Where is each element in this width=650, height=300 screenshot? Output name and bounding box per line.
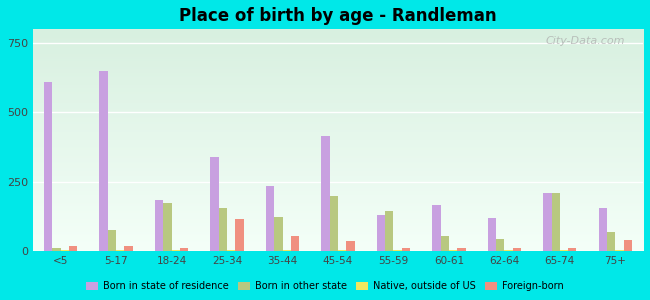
Bar: [543, 193, 552, 251]
Bar: [155, 200, 163, 251]
Bar: [124, 246, 133, 251]
Bar: [227, 250, 235, 251]
Bar: [211, 157, 219, 251]
Bar: [623, 240, 632, 251]
Bar: [44, 82, 53, 251]
Bar: [235, 219, 244, 251]
Bar: [488, 218, 496, 251]
Bar: [266, 186, 274, 251]
Bar: [338, 250, 346, 251]
Bar: [568, 248, 577, 251]
Title: Place of birth by age - Randleman: Place of birth by age - Randleman: [179, 7, 497, 25]
Bar: [108, 230, 116, 251]
Bar: [60, 250, 69, 251]
Bar: [99, 71, 108, 251]
Bar: [283, 250, 291, 251]
Bar: [616, 250, 623, 251]
Bar: [393, 250, 402, 251]
Bar: [599, 208, 607, 251]
Bar: [116, 250, 124, 251]
Legend: Born in state of residence, Born in other state, Native, outside of US, Foreign-: Born in state of residence, Born in othe…: [83, 278, 567, 295]
Bar: [274, 217, 283, 251]
Bar: [163, 203, 172, 251]
Bar: [504, 250, 513, 251]
Bar: [560, 250, 568, 251]
Bar: [457, 248, 465, 251]
Bar: [180, 248, 188, 251]
Bar: [385, 211, 393, 251]
Bar: [69, 246, 77, 251]
Bar: [330, 196, 338, 251]
Bar: [53, 248, 60, 251]
Bar: [219, 208, 227, 251]
Bar: [513, 248, 521, 251]
Bar: [607, 232, 616, 251]
Bar: [441, 236, 449, 251]
Bar: [172, 250, 180, 251]
Bar: [346, 242, 355, 251]
Bar: [552, 193, 560, 251]
Text: City-Data.com: City-Data.com: [545, 36, 625, 46]
Bar: [496, 239, 504, 251]
Bar: [402, 248, 410, 251]
Bar: [432, 206, 441, 251]
Bar: [321, 136, 330, 251]
Bar: [449, 250, 457, 251]
Bar: [377, 215, 385, 251]
Bar: [291, 236, 299, 251]
